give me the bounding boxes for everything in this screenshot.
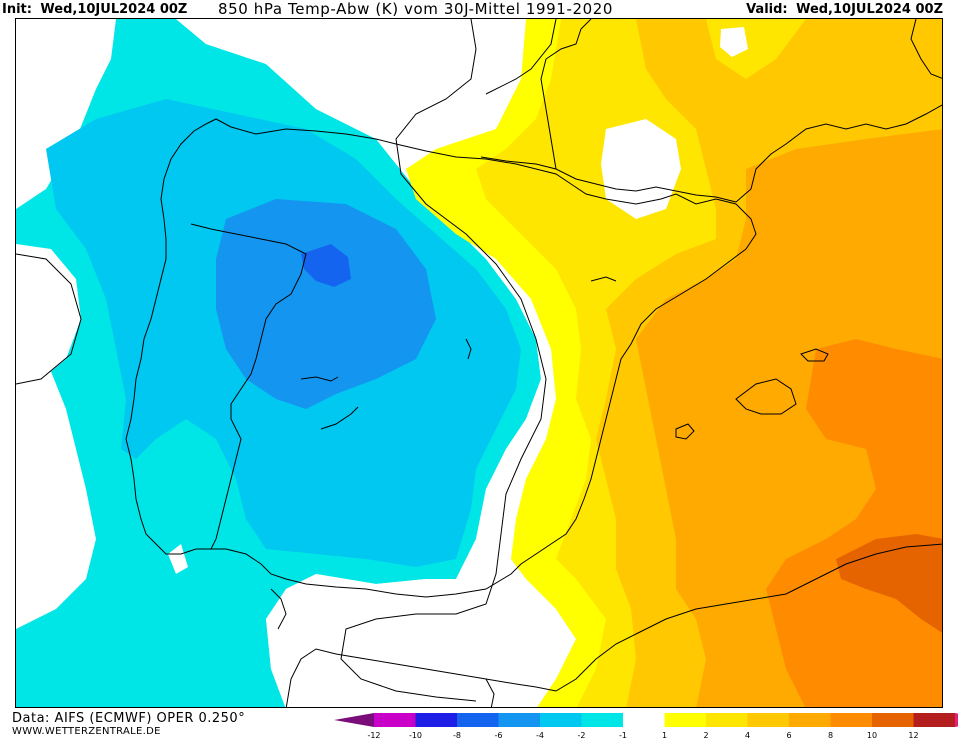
header-bar: Init: Wed,10JUL2024 00Z 850 hPa Temp-Abw… [0, 0, 959, 18]
legend-tick-label: 4 [745, 731, 750, 740]
map-frame [15, 18, 943, 708]
legend-tick-label: -1 [619, 731, 627, 740]
anomaly-map [16, 19, 942, 707]
legend-bin [581, 713, 624, 727]
valid-value: Wed,10JUL2024 00Z [796, 2, 943, 17]
reservoir-4 [590, 276, 617, 282]
legend-tick-label: -2 [578, 731, 586, 740]
legend-tick-label: 6 [786, 731, 791, 740]
legend-tick-label: -6 [495, 731, 503, 740]
north-atlantic-white [16, 19, 116, 134]
map-title: 850 hPa Temp-Abw (K) vom 30J-Mittel 1991… [218, 0, 614, 18]
contour-line-2 [340, 19, 547, 702]
valid-time: Valid: Wed,10JUL2024 00Z [746, 0, 943, 19]
init-label: Init: [2, 2, 32, 17]
legend-tick-label: 12 [908, 731, 918, 740]
legend-bin [789, 713, 831, 727]
menorca-island [800, 348, 829, 362]
init-time: Init: Wed,10JUL2024 00Z [2, 0, 187, 19]
legend-tick-label: 10 [867, 731, 877, 740]
legend-bin [374, 713, 416, 727]
legend-bin [706, 713, 748, 727]
france-spain-border [480, 156, 737, 203]
legend-bar: -12 -10 -8 -6 -4 -2 -1 1 2 4 6 8 10 12 [334, 713, 958, 740]
france-coastline [540, 19, 592, 170]
data-source-label: Data: AIFS (ECMWF) OPER 0.250° [12, 711, 246, 726]
portugal-spain-border [190, 223, 307, 550]
legend-bin [498, 713, 541, 727]
white-spot [168, 544, 188, 574]
iberia-coastline [125, 118, 757, 598]
coastlines [16, 19, 942, 707]
legend-bin [415, 713, 458, 727]
france-coast-2 [735, 104, 942, 203]
north-africa-coastline [285, 543, 942, 707]
blue-region [301, 244, 351, 287]
legend-tick-label: 2 [703, 731, 708, 740]
legend-tick-label: -10 [409, 731, 422, 740]
legend-arrow-low [334, 713, 374, 727]
atlantic-white [16, 244, 81, 384]
gibraltar-contour [270, 588, 287, 630]
legend-arrow-high [955, 713, 958, 727]
mallorca-island [735, 378, 797, 415]
central-white-strip [176, 19, 576, 707]
legend-bin [872, 713, 914, 727]
alps-white-patch [720, 27, 748, 57]
legend-tick-label: -12 [367, 731, 380, 740]
mid-blue-region [216, 199, 436, 409]
legend-tick-label: -8 [453, 731, 461, 740]
legend-bin [623, 713, 665, 727]
legend-bin [457, 713, 499, 727]
legend-bin [913, 713, 956, 727]
legend-bin [747, 713, 790, 727]
alps-border [910, 19, 942, 79]
website-label: WWW.WETTERZENTRALE.DE [12, 726, 161, 737]
footer-credits: Data: AIFS (ECMWF) OPER 0.250° WWW.WETTE… [12, 711, 245, 738]
init-value: Wed,10JUL2024 00Z [40, 2, 188, 17]
legend-bin [664, 713, 707, 727]
ibiza-island [675, 423, 695, 440]
reservoir-2 [320, 406, 359, 430]
contour-line-1 [16, 253, 82, 385]
contour-line-3 [485, 19, 557, 95]
france-white-patch [601, 119, 681, 219]
legend-tick-label: 1 [662, 731, 667, 740]
legend-bin [540, 713, 582, 727]
legend-bin [830, 713, 873, 727]
reservoir-1 [300, 376, 339, 382]
legend-tick-label: -4 [536, 731, 544, 740]
morocco-algeria-border [485, 678, 495, 707]
color-legend: -12 -10 -8 -6 -4 -2 -1 1 2 4 6 8 10 12 [334, 711, 958, 741]
orange-region [766, 339, 942, 707]
valid-label: Valid: [746, 2, 788, 17]
reservoir-3 [465, 338, 472, 360]
legend-tick-label: 8 [828, 731, 833, 740]
